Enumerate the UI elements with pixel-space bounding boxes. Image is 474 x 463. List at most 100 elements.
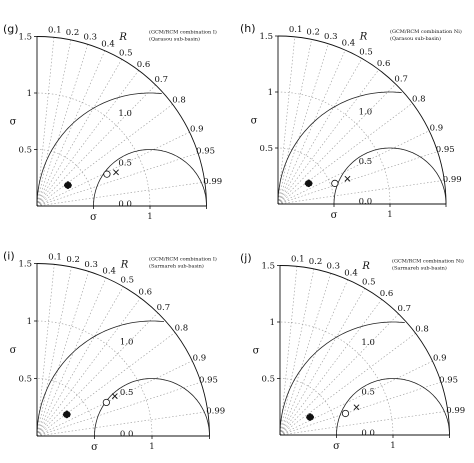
point-star-cluster (304, 179, 313, 188)
correlation-ray (36, 70, 139, 207)
y-axis-label: σ (251, 115, 258, 126)
correlation-ray (279, 360, 433, 436)
rms-label: 0.5 (120, 388, 134, 398)
outer-arc (36, 36, 207, 207)
rms-arc (93, 149, 207, 206)
correlation-ray (279, 279, 349, 436)
point-x-marker (111, 393, 118, 400)
rms-label: 0.0 (361, 428, 375, 438)
rms-label: 1.0 (359, 108, 373, 118)
point-circle-marker (331, 179, 339, 187)
y-tick-label: 0.5 (259, 144, 273, 154)
rms-arc (336, 378, 450, 435)
correlation-ray (277, 43, 329, 205)
correlation-ray (36, 181, 205, 207)
correlation-tick-label: 0.2 (309, 257, 323, 267)
correlation-ray (279, 273, 332, 436)
rms-arc (277, 91, 402, 204)
star-cluster-dot (65, 415, 69, 419)
point-star-cluster (62, 410, 71, 419)
y-tick-label: 1.5 (259, 32, 273, 42)
correlation-tick-label: 0.95 (436, 145, 455, 155)
x-axis-label: σ (90, 212, 97, 223)
star-cluster-dot (309, 181, 313, 185)
correlation-ray (279, 381, 442, 436)
point-x-marker (353, 404, 360, 411)
correlation-tick-label: 0.8 (175, 324, 189, 334)
rms-label: 1.0 (120, 337, 134, 347)
panel-note-line-2: (Qarasou sub-basin) (149, 36, 200, 43)
correlation-ray (277, 49, 346, 205)
correlation-tick-label: 0.4 (342, 39, 356, 49)
panel-tag: (h) (240, 22, 256, 35)
y-tick-label: 1 (268, 88, 273, 98)
correlation-tick-label: 0.6 (377, 59, 391, 69)
star-cluster-dot (63, 183, 67, 187)
rms-arc (333, 147, 447, 204)
std-arc (36, 149, 94, 207)
x-marker-stroke (353, 404, 360, 411)
correlation-tick-label: 0.1 (48, 25, 62, 35)
star-cluster-dot (311, 415, 315, 419)
star-cluster-dot (308, 413, 312, 417)
correlation-tick-label: 0.2 (306, 28, 320, 38)
correlation-tick-label: 0.6 (137, 60, 151, 70)
correlation-ray (36, 104, 173, 207)
correlation-ray (36, 131, 190, 207)
correlation-tick-label: 0.7 (154, 75, 168, 85)
correlation-ray (36, 84, 156, 207)
y-tick-label: 1.5 (18, 33, 32, 43)
star-cluster-dot (62, 413, 66, 417)
x-marker-stroke (344, 175, 351, 182)
std-arc (36, 92, 151, 207)
x-tick-label: 1 (387, 210, 392, 220)
correlation-ray (36, 360, 193, 437)
y-tick-label: 0.5 (18, 146, 32, 156)
x-tick-label: 1 (149, 442, 154, 452)
correlation-ray (36, 266, 72, 437)
correlation-tick-label: 0.95 (199, 376, 218, 386)
panel-note-line-1: (GCM/RCM combination Ni) (392, 258, 464, 265)
star-cluster-dot (307, 179, 311, 183)
correlation-tick-label: 0.1 (291, 254, 305, 264)
correlation-tick-label: 0.4 (101, 39, 115, 49)
rms-label: 0.0 (118, 199, 132, 209)
y-axis-label: σ (253, 346, 260, 357)
correlation-tick-label: 0.2 (66, 28, 80, 38)
y-tick-label: 1.5 (18, 260, 32, 270)
y-axis-label: σ (10, 345, 17, 356)
std-arc (277, 91, 391, 205)
correlation-ray (279, 268, 315, 436)
star-cluster-dot (66, 186, 70, 190)
correlation-ray (36, 286, 124, 437)
correlation-ray (279, 333, 416, 436)
correlation-ray (36, 271, 90, 437)
x-axis-label: σ (91, 442, 98, 453)
correlation-ray (36, 59, 123, 207)
correlation-tick-label: 0.7 (157, 303, 171, 313)
rms-arc (279, 321, 405, 435)
correlation-tick-label: 0.8 (412, 94, 426, 104)
rms-label: 0.5 (118, 159, 132, 169)
correlation-ray (277, 102, 413, 205)
taylor-panel-h: 0.1 0.2 0.3 0.4 0.5 0.6 0.7 0.8 0.9 0.95 0.99 0.5 1 1… (237, 0, 474, 231)
star-cluster-dot (306, 415, 310, 419)
star-cluster-dot (304, 182, 308, 186)
correlation-tick-label: 0.9 (193, 353, 207, 363)
correlation-title: R (118, 32, 127, 43)
correlation-tick-label: 0.99 (443, 175, 462, 185)
point-circle-marker (102, 398, 110, 407)
correlation-ray (279, 266, 298, 436)
correlation-ray (279, 410, 448, 436)
panel-note-line-1: (GCM/RCM combination Ni) (390, 28, 462, 35)
y-tick-label: 0.5 (261, 375, 275, 385)
correlation-ray (36, 297, 141, 437)
panel-tag: (g) (3, 23, 19, 36)
x-axis-label: σ (331, 210, 338, 221)
correlation-title: R (359, 31, 368, 42)
rms-arc (94, 378, 210, 436)
panel-note-line-1: (GCM/RCM combination I) (149, 256, 217, 263)
std-arc (279, 378, 337, 436)
y-tick-label: 1 (27, 317, 32, 327)
rms-arc (36, 320, 165, 436)
